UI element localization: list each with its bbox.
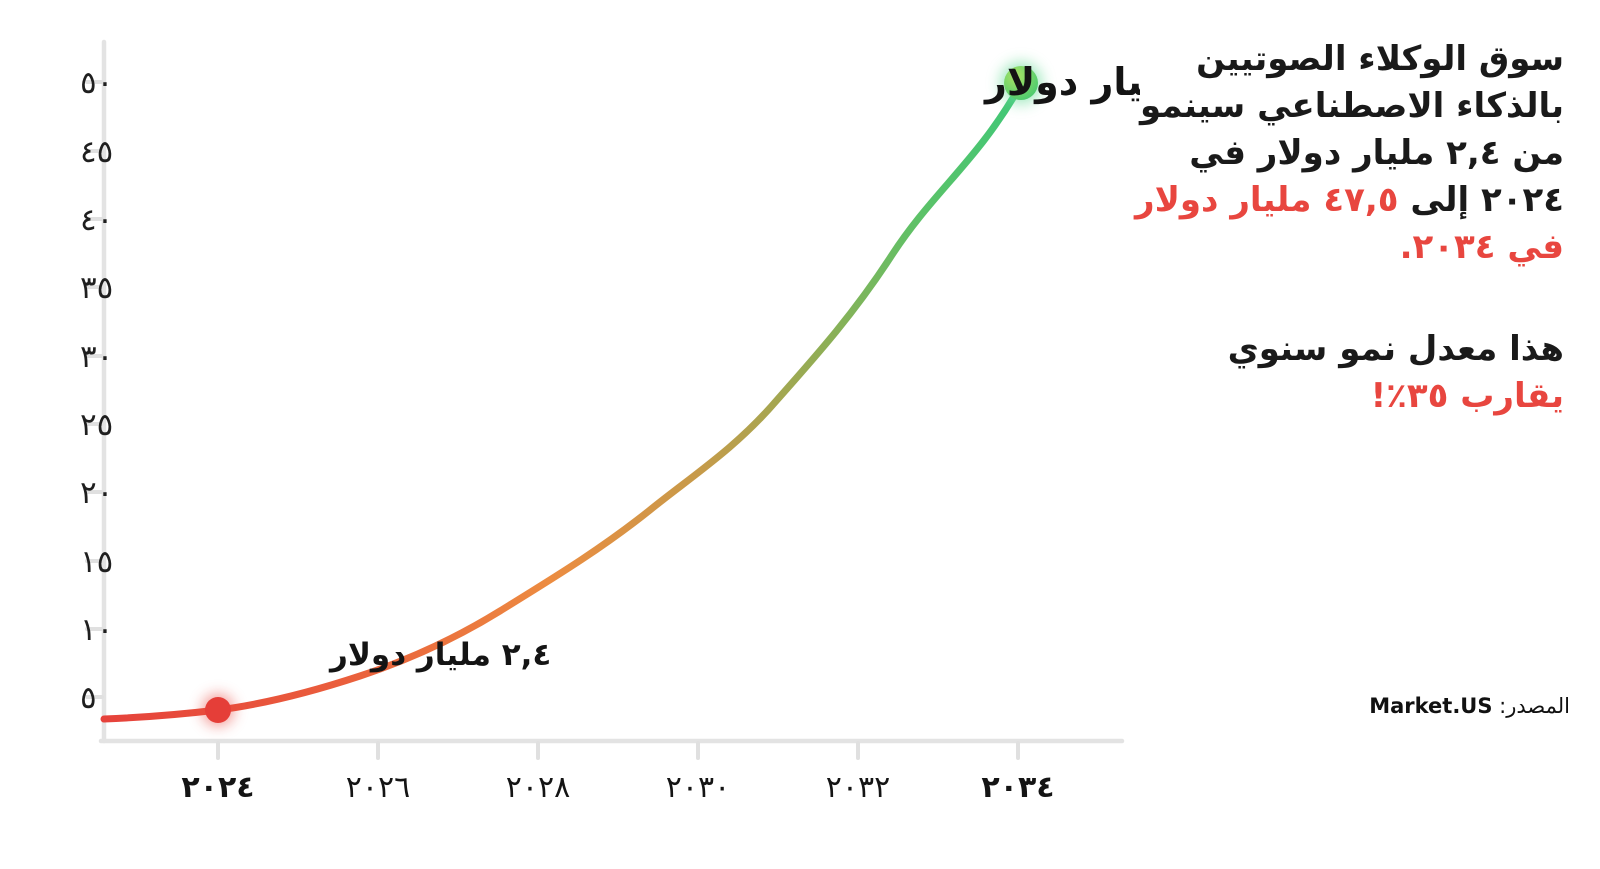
headline-text-black: سوق الوكلاء الصوتيين	[1196, 39, 1564, 79]
source-attribution: المصدر: Market.US	[1090, 692, 1570, 720]
x-tick-label: ٢٠٢٦	[346, 770, 410, 805]
source-name: Market.US	[1369, 694, 1493, 718]
end-data-point-marker	[1000, 62, 1042, 104]
headline-line: من ٢,٤ مليار دولار في	[1084, 130, 1564, 177]
cagr-note-line: يقارب ٣٥٪!	[1084, 373, 1564, 420]
y-tick-label: ٣٠	[80, 339, 113, 375]
headline-text-black: من ٢,٤ مليار دولار في	[1189, 133, 1564, 173]
chart-area: ٥٠ ٤٥ ٤٠ ٣٥ ٣٠ ٢٥ ٢٠ ١٥ ١٠ ٥	[80, 39, 1279, 805]
x-tick-label: ٢٠٣٠	[666, 770, 730, 805]
headline-text-black: ٢٠٢٤ إلى	[1398, 180, 1564, 220]
headline-line: ٢٠٢٤ إلى ٤٧,٥ مليار دولار	[1084, 177, 1564, 224]
y-tick-label: ١٠	[80, 612, 113, 648]
y-tick-label: ١٥	[80, 544, 113, 580]
end-marker-dot	[1004, 66, 1038, 100]
y-tick-label: ٥	[80, 680, 97, 716]
start-marker-dot	[205, 697, 231, 723]
start-data-point-marker	[202, 694, 234, 726]
x-tick-label: ٢٠٢٨	[506, 770, 570, 805]
headline-text-red: في ٢٠٣٤.	[1399, 227, 1564, 267]
headline: سوق الوكلاء الصوتيين بالذكاء الاصطناعي س…	[1084, 36, 1564, 271]
x-axis: ٢٠٢٤ ٢٠٢٦ ٢٠٢٨ ٢٠٣٠ ٢٠٣٢ ٢٠٣٤	[98, 738, 1125, 805]
headline-text-red: ٤٧,٥ مليار دولار	[1135, 180, 1399, 220]
cagr-note-line: هذا معدل نمو سنوي	[1084, 326, 1564, 373]
headline-line: بالذكاء الاصطناعي سينمو	[1084, 83, 1564, 130]
headline-line: في ٢٠٣٤.	[1084, 224, 1564, 271]
source-label: المصدر:	[1499, 694, 1570, 718]
x-axis-ticks	[216, 741, 1020, 760]
y-tick-label: ٥٠	[80, 65, 113, 101]
x-tick-label: ٢٠٣٢	[826, 770, 890, 805]
y-tick-label: ٤٥	[80, 134, 113, 170]
headline-line: سوق الوكلاء الصوتيين	[1084, 36, 1564, 83]
y-axis-labels: ٥٠ ٤٥ ٤٠ ٣٥ ٣٠ ٢٥ ٢٠ ١٥ ١٠ ٥	[80, 65, 113, 716]
headline-text-black: بالذكاء الاصطناعي سينمو	[1139, 86, 1564, 126]
start-value-label: ٢,٤ مليار دولار	[328, 637, 551, 673]
y-tick-label: ٤٠	[80, 202, 113, 238]
cagr-note: هذا معدل نمو سنوي يقارب ٣٥٪!	[1084, 326, 1564, 420]
y-tick-label: ٢٥	[80, 407, 113, 443]
cagr-note-text-black: هذا معدل نمو سنوي	[1227, 329, 1564, 369]
cagr-note-text-red: يقارب ٣٥٪!	[1370, 376, 1564, 416]
growth-line-chart: ٥٠ ٤٥ ٤٠ ٣٥ ٣٠ ٢٥ ٢٠ ١٥ ١٠ ٥	[80, 39, 1279, 805]
y-axis-ticks	[85, 80, 104, 699]
y-axis: ٥٠ ٤٥ ٤٠ ٣٥ ٣٠ ٢٥ ٢٠ ١٥ ١٠ ٥	[80, 39, 113, 744]
x-axis-labels: ٢٠٢٤ ٢٠٢٦ ٢٠٢٨ ٢٠٣٠ ٢٠٣٢ ٢٠٣٤	[181, 770, 1054, 805]
x-tick-label: ٢٠٢٤	[181, 770, 254, 805]
growth-curve	[100, 82, 1024, 723]
x-tick-label: ٢٠٣٤	[981, 770, 1054, 805]
y-tick-label: ٢٠	[80, 475, 113, 511]
y-tick-label: ٣٥	[80, 270, 113, 306]
